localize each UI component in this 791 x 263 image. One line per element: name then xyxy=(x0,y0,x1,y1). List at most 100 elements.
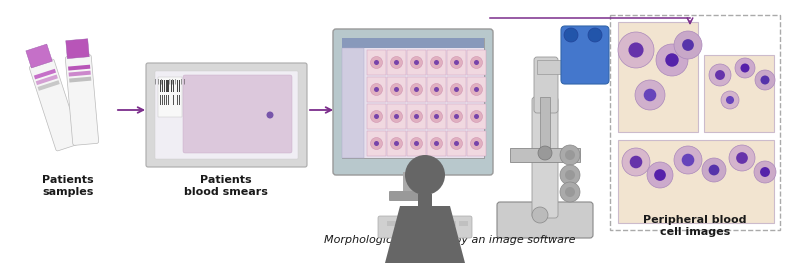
Circle shape xyxy=(370,110,383,123)
Circle shape xyxy=(430,83,442,95)
Circle shape xyxy=(564,28,578,42)
Bar xyxy=(69,77,91,83)
Bar xyxy=(168,95,169,105)
Circle shape xyxy=(454,60,459,65)
Circle shape xyxy=(434,114,439,119)
Bar xyxy=(177,80,178,92)
Circle shape xyxy=(394,87,399,92)
FancyBboxPatch shape xyxy=(497,202,593,238)
Circle shape xyxy=(370,57,383,68)
Circle shape xyxy=(391,110,403,123)
FancyBboxPatch shape xyxy=(183,75,292,153)
Bar xyxy=(387,77,406,102)
Bar xyxy=(403,172,417,194)
Bar xyxy=(387,50,406,75)
Bar xyxy=(342,38,484,158)
Bar xyxy=(467,77,486,102)
Circle shape xyxy=(471,110,483,123)
Bar xyxy=(160,80,161,92)
Circle shape xyxy=(588,28,602,42)
Circle shape xyxy=(702,158,726,182)
Circle shape xyxy=(414,114,419,119)
Bar xyxy=(467,131,486,156)
Circle shape xyxy=(370,83,383,95)
Circle shape xyxy=(628,42,644,58)
Circle shape xyxy=(565,170,575,180)
Circle shape xyxy=(715,70,725,80)
Circle shape xyxy=(430,57,442,68)
Bar xyxy=(342,48,364,158)
Circle shape xyxy=(391,57,403,68)
FancyBboxPatch shape xyxy=(66,55,99,145)
Circle shape xyxy=(394,141,399,146)
FancyBboxPatch shape xyxy=(561,26,609,84)
Text: Peripheral blood
cell images: Peripheral blood cell images xyxy=(643,215,747,237)
Circle shape xyxy=(735,58,755,78)
Bar xyxy=(179,80,180,92)
Bar xyxy=(68,65,90,70)
Circle shape xyxy=(391,138,403,149)
Circle shape xyxy=(565,150,575,160)
Circle shape xyxy=(430,110,442,123)
Circle shape xyxy=(474,141,479,146)
Text: Morphological analysis by an image software: Morphological analysis by an image softw… xyxy=(324,235,576,245)
Bar xyxy=(447,131,466,156)
Bar xyxy=(537,60,577,74)
Bar xyxy=(172,95,173,105)
Bar xyxy=(407,77,426,102)
Circle shape xyxy=(414,60,419,65)
Circle shape xyxy=(674,146,702,174)
Bar xyxy=(407,50,426,75)
Bar xyxy=(435,221,444,226)
Circle shape xyxy=(709,165,719,175)
Bar xyxy=(26,44,52,68)
Circle shape xyxy=(434,141,439,146)
Bar xyxy=(367,131,386,156)
Bar xyxy=(399,221,408,226)
Circle shape xyxy=(405,155,445,195)
Circle shape xyxy=(618,32,654,68)
Bar xyxy=(427,104,446,129)
Bar xyxy=(447,104,466,129)
Bar xyxy=(342,38,484,48)
Bar xyxy=(610,15,780,230)
Bar xyxy=(467,104,486,129)
FancyBboxPatch shape xyxy=(534,57,558,113)
Circle shape xyxy=(451,57,463,68)
Circle shape xyxy=(736,152,747,164)
Circle shape xyxy=(454,87,459,92)
Circle shape xyxy=(434,60,439,65)
FancyBboxPatch shape xyxy=(532,97,558,218)
Circle shape xyxy=(434,87,439,92)
FancyBboxPatch shape xyxy=(155,71,298,159)
Bar xyxy=(618,22,698,132)
Text: Patients
samples: Patients samples xyxy=(42,175,94,197)
Bar xyxy=(387,131,406,156)
Circle shape xyxy=(414,87,419,92)
Circle shape xyxy=(451,83,463,95)
Bar xyxy=(387,104,406,129)
Bar xyxy=(618,140,774,223)
Circle shape xyxy=(391,83,403,95)
Circle shape xyxy=(474,60,479,65)
Circle shape xyxy=(451,138,463,149)
Circle shape xyxy=(622,148,650,176)
Circle shape xyxy=(370,138,383,149)
Circle shape xyxy=(754,161,776,183)
Circle shape xyxy=(674,31,702,59)
Circle shape xyxy=(471,138,483,149)
Bar xyxy=(447,77,466,102)
Circle shape xyxy=(721,91,739,109)
FancyBboxPatch shape xyxy=(389,191,431,201)
Circle shape xyxy=(532,207,548,223)
Circle shape xyxy=(538,146,552,160)
Circle shape xyxy=(430,138,442,149)
Bar xyxy=(704,55,774,132)
Bar xyxy=(387,221,396,226)
Bar xyxy=(427,131,446,156)
Bar xyxy=(540,97,550,152)
Circle shape xyxy=(560,165,580,185)
Circle shape xyxy=(709,64,731,86)
Bar xyxy=(38,80,60,91)
Circle shape xyxy=(374,87,379,92)
